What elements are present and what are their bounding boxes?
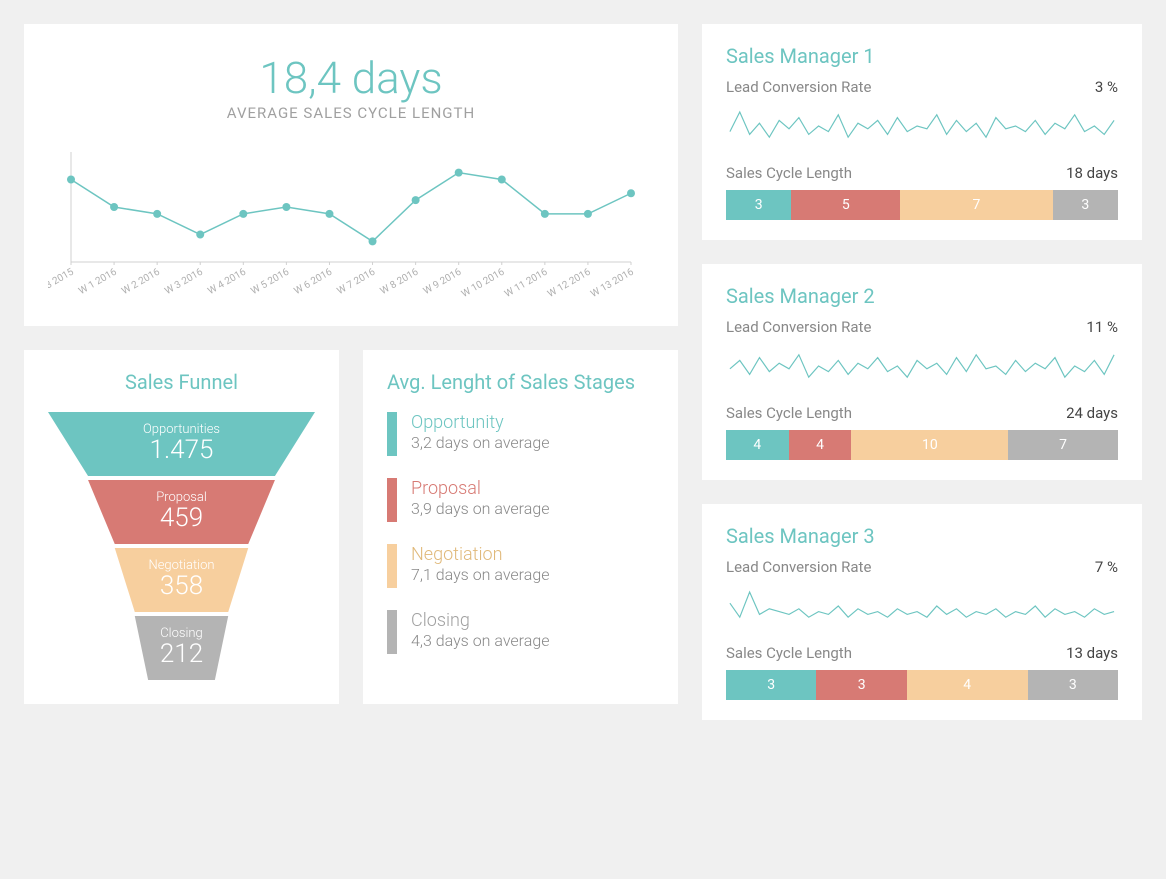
stage-color-bar: [387, 478, 397, 522]
cycle-length-label: Sales Cycle Length: [726, 404, 852, 422]
stage-color-bar: [387, 610, 397, 654]
bottom-row: Sales Funnel Opportunities 1.475 Proposa…: [24, 350, 678, 704]
stage-text: Proposal 3,9 days on average: [411, 478, 550, 518]
svg-text:W 8 2016: W 8 2016: [378, 266, 420, 297]
svg-text:W 12 2016: W 12 2016: [546, 266, 593, 299]
stages-card: Avg. Lenght of Sales Stages Opportunity …: [363, 350, 678, 704]
stacked-bar-segment: 3: [726, 190, 791, 220]
funnel-row: Opportunities 1.475: [48, 412, 315, 476]
stage-avg: 4,3 days on average: [411, 631, 550, 650]
funnel-row: Negotiation 358: [48, 548, 315, 612]
svg-text:W 9 2016: W 9 2016: [422, 266, 464, 297]
right-column: Sales Manager 1 Lead Conversion Rate 3 %…: [702, 24, 1142, 720]
stage-item: Closing 4,3 days on average: [387, 610, 654, 654]
stacked-bar: 3343: [726, 670, 1118, 700]
funnel-chart: Opportunities 1.475 Proposal 459 Negotia…: [48, 412, 315, 680]
lead-conversion-row: Lead Conversion Rate 7 %: [726, 558, 1118, 576]
sales-funnel-card: Sales Funnel Opportunities 1.475 Proposa…: [24, 350, 339, 704]
manager-card: Sales Manager 2 Lead Conversion Rate 11 …: [702, 264, 1142, 480]
stage-color-bar: [387, 544, 397, 588]
stacked-bar-segment: 3: [1053, 190, 1118, 220]
stacked-bar-segment: 4: [907, 670, 1028, 700]
lead-conversion-value: 3 %: [1095, 78, 1118, 96]
funnel-row-value: 1.475: [48, 437, 315, 463]
manager-sparkline: [726, 342, 1118, 390]
cycle-length-value: 13 days: [1066, 644, 1118, 662]
svg-text:W 2 2016: W 2 2016: [120, 266, 162, 297]
cycle-length-value: 18 days: [1066, 164, 1118, 182]
funnel-row-value: 212: [48, 641, 315, 667]
stages-list: Opportunity 3,2 days on average Proposal…: [387, 412, 654, 654]
manager-sparkline: [726, 582, 1118, 630]
stage-avg: 3,9 days on average: [411, 499, 550, 518]
avg-cycle-value: 18,4 days: [48, 52, 654, 104]
manager-card: Sales Manager 3 Lead Conversion Rate 7 %…: [702, 504, 1142, 720]
stacked-bar-segment: 3: [816, 670, 906, 700]
stages-title: Avg. Lenght of Sales Stages: [387, 370, 654, 394]
stacked-bar-segment: 4: [789, 430, 852, 460]
stage-text: Negotiation 7,1 days on average: [411, 544, 550, 584]
svg-text:W 11 2016: W 11 2016: [503, 266, 550, 299]
svg-text:W 4 2016: W 4 2016: [206, 266, 248, 297]
stacked-bar-segment: 4: [726, 430, 789, 460]
svg-text:W 10 2016: W 10 2016: [460, 266, 507, 299]
avg-cycle-label: AVERAGE SALES CYCLE LENGTH: [48, 104, 654, 122]
manager-card: Sales Manager 1 Lead Conversion Rate 3 %…: [702, 24, 1142, 240]
lead-conversion-label: Lead Conversion Rate: [726, 78, 871, 96]
cycle-length-row: Sales Cycle Length 24 days: [726, 404, 1118, 422]
stage-name: Proposal: [411, 478, 550, 499]
stacked-bar-segment: 7: [900, 190, 1052, 220]
funnel-row-value: 358: [48, 573, 315, 599]
manager-title: Sales Manager 3: [726, 524, 1118, 548]
stage-text: Closing 4,3 days on average: [411, 610, 550, 650]
svg-text:W 5 2016: W 5 2016: [249, 266, 291, 297]
dashboard: 18,4 days AVERAGE SALES CYCLE LENGTH W 5…: [24, 24, 1142, 720]
stacked-bar-segment: 3: [726, 670, 816, 700]
stage-avg: 3,2 days on average: [411, 433, 550, 452]
left-column: 18,4 days AVERAGE SALES CYCLE LENGTH W 5…: [24, 24, 678, 720]
cycle-length-row: Sales Cycle Length 18 days: [726, 164, 1118, 182]
stage-name: Opportunity: [411, 412, 550, 433]
manager-sparkline: [726, 102, 1118, 150]
stacked-bar-segment: 3: [1028, 670, 1118, 700]
stacked-bar: 3573: [726, 190, 1118, 220]
stacked-bar-segment: 7: [1008, 430, 1118, 460]
stage-color-bar: [387, 412, 397, 456]
manager-title: Sales Manager 1: [726, 44, 1118, 68]
funnel-row-value: 459: [48, 505, 315, 531]
stacked-bar-segment: 10: [851, 430, 1008, 460]
lead-conversion-row: Lead Conversion Rate 11 %: [726, 318, 1118, 336]
svg-text:W 1 2016: W 1 2016: [77, 266, 119, 297]
svg-text:W 13 2016: W 13 2016: [589, 266, 636, 299]
cycle-length-label: Sales Cycle Length: [726, 164, 852, 182]
stage-name: Negotiation: [411, 544, 550, 565]
stacked-bar: 44107: [726, 430, 1118, 460]
manager-title: Sales Manager 2: [726, 284, 1118, 308]
svg-text:W 7 2016: W 7 2016: [335, 266, 377, 297]
sales-funnel-title: Sales Funnel: [48, 370, 315, 394]
lead-conversion-row: Lead Conversion Rate 3 %: [726, 78, 1118, 96]
cycle-length-row: Sales Cycle Length 13 days: [726, 644, 1118, 662]
stage-text: Opportunity 3,2 days on average: [411, 412, 550, 452]
lead-conversion-label: Lead Conversion Rate: [726, 318, 871, 336]
lead-conversion-label: Lead Conversion Rate: [726, 558, 871, 576]
funnel-row: Closing 212: [48, 616, 315, 680]
avg-cycle-line-chart: W 53 2015W 1 2016W 2 2016W 3 2016W 4 201…: [48, 142, 654, 302]
stage-name: Closing: [411, 610, 550, 631]
svg-text:W 3 2016: W 3 2016: [163, 266, 205, 297]
cycle-length-value: 24 days: [1066, 404, 1118, 422]
stage-item: Negotiation 7,1 days on average: [387, 544, 654, 588]
lead-conversion-value: 11 %: [1086, 318, 1118, 336]
stage-item: Opportunity 3,2 days on average: [387, 412, 654, 456]
avg-cycle-card: 18,4 days AVERAGE SALES CYCLE LENGTH W 5…: [24, 24, 678, 326]
stage-item: Proposal 3,9 days on average: [387, 478, 654, 522]
lead-conversion-value: 7 %: [1095, 558, 1118, 576]
stacked-bar-segment: 5: [791, 190, 900, 220]
svg-text:W 53 2015: W 53 2015: [48, 266, 76, 299]
funnel-row: Proposal 459: [48, 480, 315, 544]
stage-avg: 7,1 days on average: [411, 565, 550, 584]
svg-text:W 6 2016: W 6 2016: [292, 266, 334, 297]
cycle-length-label: Sales Cycle Length: [726, 644, 852, 662]
